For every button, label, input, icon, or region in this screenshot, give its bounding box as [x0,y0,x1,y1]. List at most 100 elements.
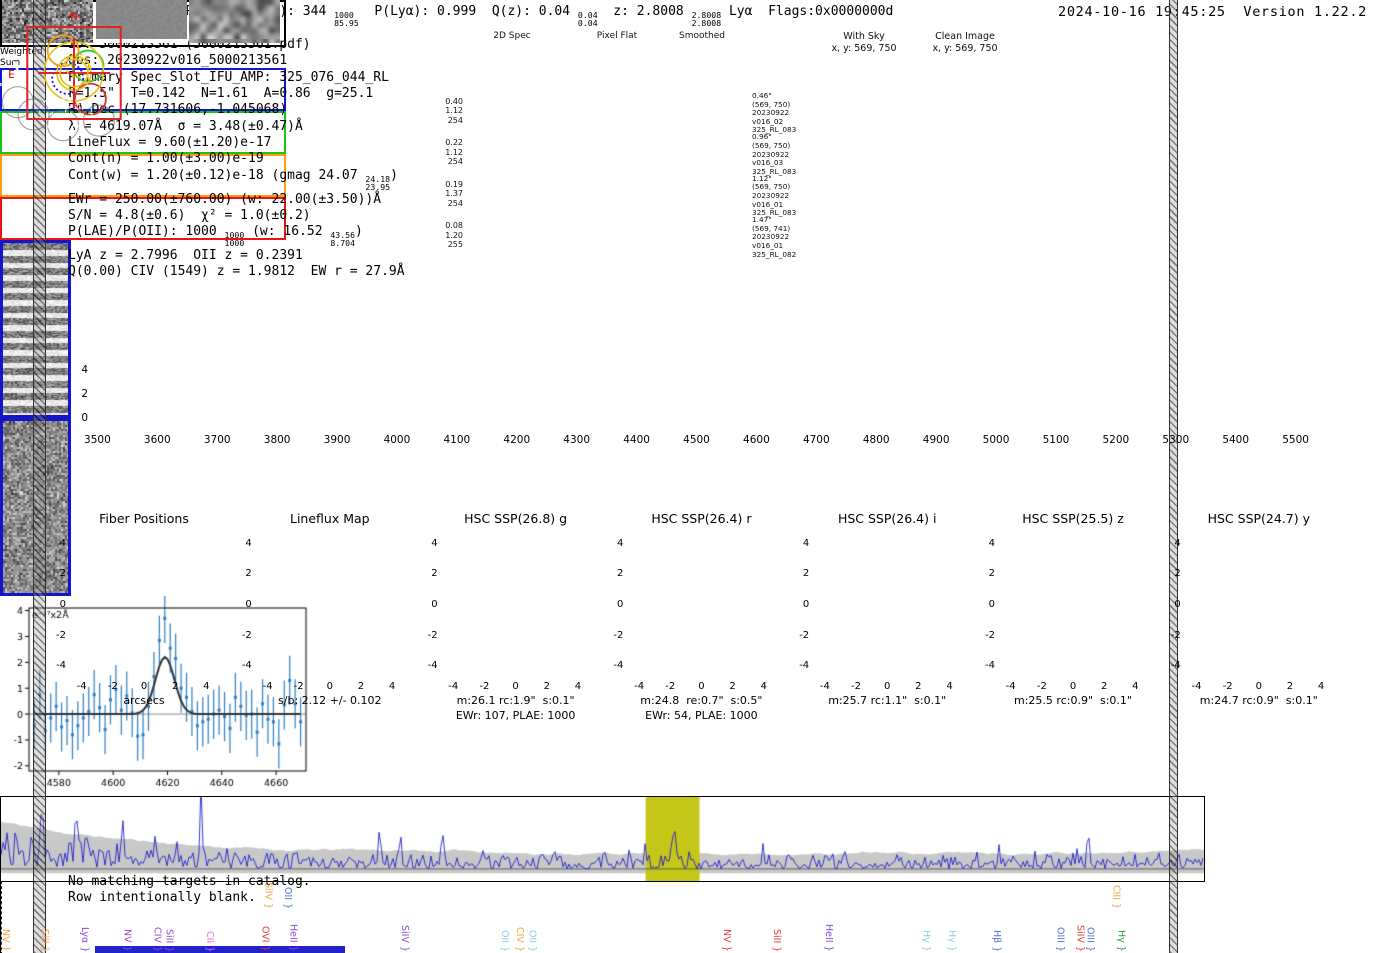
cutout-x-tick: 2 [171,681,179,692]
info-line: Primary Spec_Slot_IFU_AMP: 325_076_044_R… [68,70,405,86]
spectrum-y-tick-label: 4 [81,363,88,376]
cutout-x-tick: -4 [1191,681,1202,692]
clean-title: Clean Image x, y: 569, 750 [932,31,998,54]
cutout-x-tick: -4 [262,681,273,692]
cutout-x-tick: 2 [915,681,922,692]
info-line-text: Cont(w) = 1.20(±0.12)e-18 (gmag 24.07 [68,167,366,183]
full-spectrum-plot [0,0,1205,953]
spectrum-x-tick-mark [0,930,1,934]
cutout-x-tick: 0 [1069,681,1077,692]
info-line-text: S/N = 4.8(±0.6) χ² = 1.0(±0.2) [68,207,311,223]
cutout-x-tick: 4 [203,681,210,692]
svg-text:E: E [8,69,15,81]
cutout-x-tick: -2 [1222,681,1233,692]
cutout-x-tick: 0 [1255,681,1262,692]
cutout-y-tick: 0 [59,598,66,610]
cutout-y-tick: 0 [802,598,810,610]
line-label-oii: OII } [498,929,510,952]
info-line: P(LAE)/P(OII): 1000 1000 1000 (w: 16.52 4… [68,224,405,248]
cutout-y-tick: -4 [56,660,66,672]
spectrum-x-tick-mark [0,882,1,886]
info-line-text: Q(0.00) CIV (1549) z = 1.9812 EW r = 27.… [68,264,405,280]
info-line-text: Cont(n) = 1.00(±3.00)e-19 [68,151,264,167]
spec2d-row-left-values: 0.40 1.12 254 [445,97,463,125]
catalog-match-line2: Row intentionally blank. [68,890,256,905]
spectrum-x-tick-mark [0,894,1,898]
spectrum-x-tick-label: 3600 [143,434,171,446]
line-label-ovi: OVI } [259,926,271,952]
info-line: LyA z = 2.7996 OII z = 0.2391 [68,248,405,264]
cutout-y-tick: -4 [241,660,252,672]
spectrum-x-tick-mark [0,938,1,942]
svg-text:N: N [70,11,78,23]
spectrum-x-tick-mark [0,898,1,902]
cutout-y-tick: -4 [799,660,810,672]
fraction-upper: 1000 [224,230,245,241]
line-label-ciii: CIII } [1110,884,1122,909]
line-fit-plot [0,596,320,796]
spectrum-y-tick-label: 2 [81,387,88,400]
svg-text:N: N [70,11,78,23]
cutout-caption-lineflux: s/b: 2.12 +/- 0.102 [278,694,382,707]
spec2d-noise-image [2,0,93,39]
cutout-x-tick: -2 [851,681,862,692]
cutout-y-tick: -2 [1170,629,1181,641]
spec2d-row [0,0,286,240]
detected-line-marker [1,881,2,953]
cutout-title-lineflux: Lineflux Map [289,511,370,526]
spec2d-row-annotation: 0.96" (569, 750) 20230922 v016_03 325_RL… [752,132,797,176]
spectrum-x-tick-mark [0,918,1,922]
cutout-y-tick: -2 [985,629,995,641]
cutout-y-tick: 4 [1174,537,1181,549]
line-label-siii: SiII } [770,928,782,952]
cutout-y-tick: 4 [59,537,66,549]
spectrum-x-tick-label: 4300 [563,434,591,446]
cutout-title-hsc-r: HSC SSP(26.4) r [651,511,752,526]
cutout-x-tick: -2 [293,681,304,692]
spectrum-x-tick-label: 5300 [1162,434,1190,446]
cutout-caption-hsc-i: m:25.7 rc:1.1" s:0.1" [828,694,947,707]
spectrum-x-tick-mark [0,942,1,946]
cutout-y-tick: -2 [427,629,438,641]
fraction-stack: 1000 1000 [224,230,245,249]
spectrum-x-tick-mark [0,922,1,926]
line-label-oiii: OIII } [1054,927,1066,952]
info-line-text: LineFlux = 9.60(±1.20)e-17 [68,135,272,151]
cutout-y-tick: 4 [431,537,438,549]
cutout-y-tick: 2 [988,568,995,580]
cutout-y-tick: 2 [59,568,66,580]
smoothed-spec-image [189,0,280,39]
info-line-text: F=1.5" T=0.142 N=1.61 A=0.86 g=25.1 [68,86,374,102]
cutout-x-tick: -2 [1036,681,1047,692]
catalog-match-line1: No matching targets in catalog. [68,874,311,889]
weighted-sum-label: Weighted Sum [0,47,43,68]
header-datetime-version: 2024-10-16 19:45:25 Version 1.22.2 [1058,4,1367,20]
spectrum-y-tick-label: 0 [81,411,88,424]
fraction-stack: 2.8008 2.8008 [691,10,722,28]
cutout-y-tick: -4 [985,660,995,672]
fraction-upper: 2.8008 [691,10,722,20]
spectrum-x-tick-label: 3500 [84,434,111,446]
info-line-text: ) [390,167,398,183]
cutout-title-fiber: Fiber Positions [99,511,189,526]
cutout-x-tick: 0 [512,681,519,692]
masked-sky-band [1168,0,1178,953]
fraction-lower: 1000 [224,238,245,249]
fraction-upper: 43.56 [330,230,356,241]
spectrum-x-tick-label: 5100 [1042,434,1070,446]
cutout-y-tick: 2 [617,568,624,580]
spectrum-x-tick-label: 4800 [862,434,890,446]
svg-text:E: E [8,69,15,81]
cutout-y-tick: -2 [613,629,624,641]
spectrum-x-tick-label: 4600 [743,434,770,446]
header-metric-text: Lyα Flags:0x0000000d [721,4,894,19]
header-metric-text: z: 2.8008 [597,4,692,19]
cutout-y-tick: 2 [431,568,438,580]
spec2d-row-left-values: 0.22 1.12 254 [445,138,463,167]
cutout-caption-hsc-y: m:24.7 rc:0.9" s:0.1" [1199,694,1318,707]
bottom-truncated-image-strip [95,946,345,953]
masked-sky-band [32,0,46,953]
cutout-x-tick: 0 [698,681,705,692]
cutout-y-tick: 0 [431,598,438,610]
cutout-caption-hsc-z: m:25.5 rc:0.9" s:0.1" [1014,694,1132,707]
